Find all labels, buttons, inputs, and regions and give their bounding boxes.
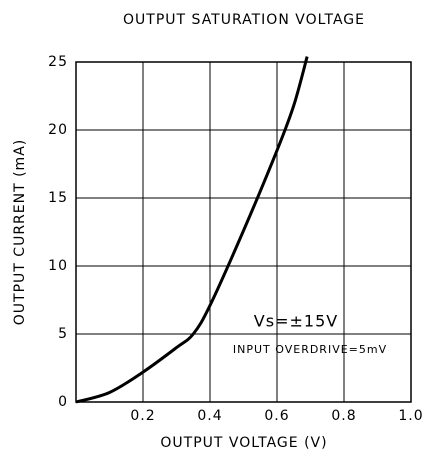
annotation: Vs=±15V xyxy=(254,312,338,331)
x-tick-label: 0.8 xyxy=(331,408,356,424)
y-tick-label: 0 xyxy=(58,394,68,410)
curve xyxy=(75,56,309,404)
x-axis-label: OUTPUT VOLTAGE (V) xyxy=(160,435,327,451)
annotation: INPUT OVERDRIVE=5mV xyxy=(233,343,387,356)
x-tick-label: 0.6 xyxy=(264,408,289,424)
y-tick-label: 20 xyxy=(48,122,68,138)
x-tick-label: 0.2 xyxy=(130,408,155,424)
y-tick-label: 25 xyxy=(48,54,68,70)
chart-title: OUTPUT SATURATION VOLTAGE xyxy=(123,12,365,28)
y-axis-label: OUTPUT CURRENT (mA) xyxy=(12,139,28,325)
y-tick-label: 5 xyxy=(58,326,68,342)
x-tick-label: 0.4 xyxy=(197,408,222,424)
y-tick-label: 15 xyxy=(48,190,68,206)
x-tick-label: 1.0 xyxy=(398,408,423,424)
y-tick-label: 10 xyxy=(48,258,68,274)
